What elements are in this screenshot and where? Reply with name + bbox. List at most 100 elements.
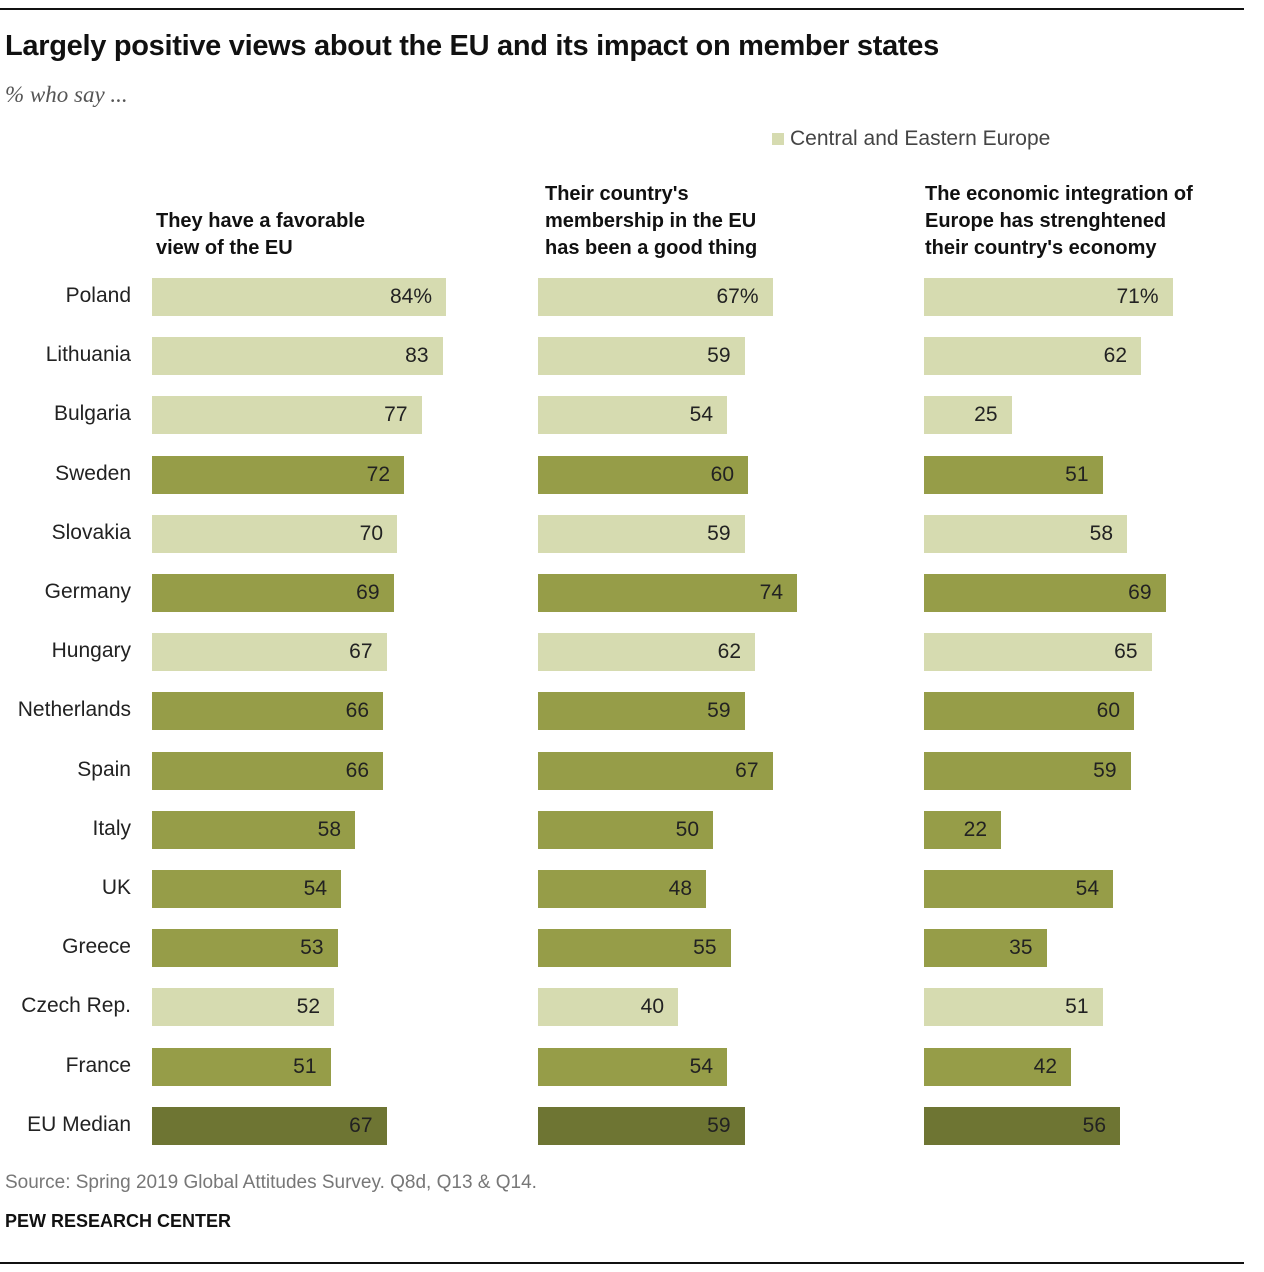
column-header-membership: Their country's membership in the EU has…	[545, 183, 758, 259]
bar	[152, 1047, 331, 1086]
data-label: 66	[345, 699, 369, 723]
bar	[152, 455, 404, 494]
org-name: PEW RESEARCH CENTER	[5, 1211, 232, 1231]
bar	[538, 633, 755, 672]
category-label: Greece	[62, 935, 131, 959]
data-label: 59	[707, 699, 731, 723]
data-label: 53	[300, 936, 324, 960]
bar	[924, 574, 1166, 612]
bar	[924, 988, 1103, 1027]
data-label: 72	[366, 462, 390, 486]
bar	[538, 337, 745, 376]
data-label: 69	[356, 581, 380, 604]
data-label: 65	[1114, 640, 1138, 664]
legend-swatch	[772, 133, 784, 145]
bar	[152, 574, 394, 612]
bar	[538, 810, 713, 849]
data-label: 40	[640, 995, 664, 1019]
data-label: 67	[735, 758, 759, 782]
data-label: 59	[707, 1113, 731, 1137]
data-label: 56	[1082, 1113, 1106, 1137]
category-label: Hungary	[51, 639, 131, 663]
data-label: 35	[1009, 936, 1033, 960]
legend: Central and Eastern Europe	[772, 127, 1050, 151]
bar	[538, 1047, 727, 1086]
data-label: 83	[405, 344, 429, 368]
data-label: 51	[293, 1054, 317, 1078]
category-label: Italy	[92, 816, 131, 840]
category-label: Bulgaria	[53, 402, 131, 426]
category-label: UK	[101, 876, 131, 899]
bar	[924, 692, 1134, 731]
bar	[538, 396, 727, 435]
bar	[152, 810, 355, 849]
data-label: 50	[675, 817, 699, 841]
data-label: 54	[1075, 877, 1099, 900]
bar	[924, 633, 1152, 672]
data-label: 69	[1128, 581, 1152, 604]
bar	[538, 870, 706, 908]
bar	[924, 278, 1173, 316]
bar	[538, 514, 745, 553]
column-header-economy: The economic integration of Europe has s…	[925, 183, 1193, 259]
bar	[152, 514, 397, 553]
category-label: Netherlands	[17, 698, 131, 722]
category-label: France	[65, 1053, 131, 1077]
category-label: Spain	[77, 757, 131, 781]
data-label: 52	[296, 995, 320, 1019]
bar	[152, 751, 383, 790]
bar	[152, 1106, 387, 1145]
data-label: 51	[1065, 462, 1089, 486]
bar	[538, 692, 745, 731]
bar	[924, 929, 1047, 968]
bar	[152, 692, 383, 731]
data-label: 54	[689, 403, 713, 427]
bar	[924, 751, 1131, 790]
bar	[538, 1106, 745, 1145]
bar	[152, 870, 341, 908]
chart-subtitle: % who say ...	[5, 82, 128, 107]
data-label: 62	[1103, 344, 1127, 368]
data-label: 22	[963, 817, 987, 841]
data-label: 51	[1065, 995, 1089, 1019]
data-label: 54	[689, 1054, 713, 1078]
bar	[538, 929, 731, 968]
bar	[924, 455, 1103, 494]
top-rule	[0, 8, 1244, 10]
legend-label: Central and Eastern Europe	[790, 127, 1051, 150]
bar	[924, 1106, 1120, 1145]
data-label: 59	[1093, 758, 1117, 782]
bar	[538, 988, 678, 1027]
data-label: 25	[974, 403, 998, 427]
bar	[152, 633, 387, 672]
bar	[924, 514, 1127, 553]
category-label: Lithuania	[45, 343, 131, 367]
data-label: 60	[710, 462, 734, 486]
category-label: Slovakia	[51, 520, 131, 544]
category-label: Sweden	[55, 461, 131, 485]
bar	[152, 988, 334, 1027]
category-label: Czech Rep.	[21, 994, 131, 1018]
bar	[538, 455, 748, 494]
bar	[538, 278, 773, 316]
bar	[152, 278, 446, 316]
bar	[538, 574, 797, 612]
bar	[152, 396, 422, 435]
data-label: 58	[1089, 521, 1113, 545]
bar	[924, 396, 1012, 435]
bar	[924, 870, 1113, 908]
data-label: 54	[303, 877, 327, 900]
data-label: 67	[349, 1113, 373, 1137]
bar	[924, 1047, 1071, 1086]
chart-title: Largely positive views about the EU and …	[5, 30, 939, 62]
category-label: Poland	[65, 284, 131, 307]
data-label: 60	[1096, 699, 1120, 723]
bar	[152, 337, 443, 376]
data-label: 58	[317, 817, 341, 841]
data-label: 48	[668, 877, 692, 900]
source-note: Source: Spring 2019 Global Attitudes Sur…	[5, 1172, 537, 1193]
bar	[538, 751, 773, 790]
data-label: 62	[717, 640, 741, 664]
data-label: 71%	[1116, 285, 1159, 308]
